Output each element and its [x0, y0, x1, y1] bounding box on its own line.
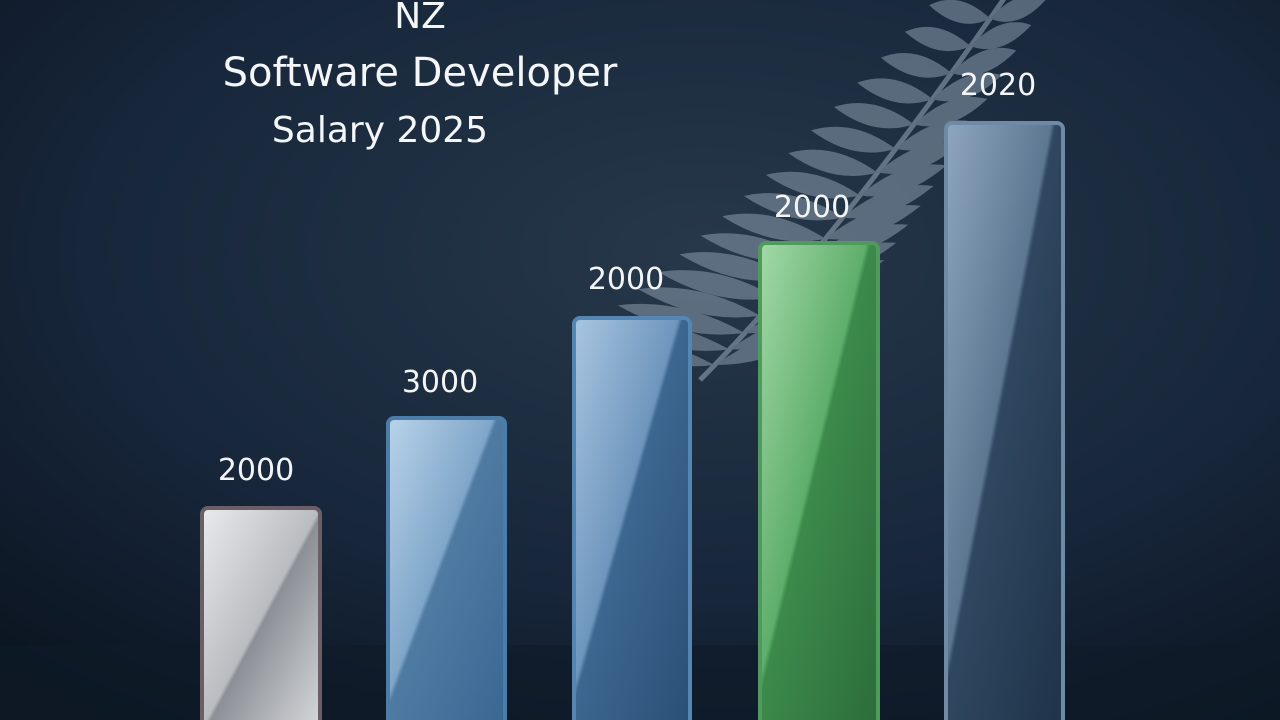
- bar: [758, 241, 880, 720]
- fern-leaflet: [743, 193, 843, 221]
- fern-leaflet: [880, 53, 952, 78]
- fern-leaflet: [825, 205, 921, 240]
- fern-leaflet: [859, 164, 947, 197]
- bar: [572, 316, 692, 720]
- fern-leaflet: [857, 78, 933, 104]
- fern-leaflet: [970, 22, 1032, 50]
- fern-leaflet: [658, 270, 777, 300]
- bar-label: 2000: [774, 190, 850, 225]
- fern-leaflet: [904, 26, 971, 52]
- bar-label: 2020: [960, 68, 1036, 103]
- fern-leaflet: [788, 149, 878, 176]
- fern-leaflet: [833, 102, 914, 129]
- fern-leaflet: [810, 126, 896, 153]
- fern-leaflet: [932, 72, 1002, 102]
- fern-leaflet: [877, 142, 960, 174]
- bar: [944, 121, 1065, 720]
- fern-leaflet: [951, 47, 1017, 76]
- fern-leaflet: [722, 213, 826, 242]
- bar-label: 2000: [218, 453, 294, 488]
- bars: [200, 121, 1065, 720]
- fern-leaflet: [990, 0, 1046, 22]
- fern-stem: [698, 0, 1007, 382]
- bar: [200, 506, 322, 720]
- title-line: NZ: [394, 0, 446, 37]
- title-line: Software Developer: [223, 50, 618, 96]
- bar: [386, 416, 507, 720]
- fern-leaflet: [765, 171, 860, 199]
- bar-label: 3000: [402, 365, 478, 400]
- fern-leaflet: [913, 96, 988, 127]
- bar-label: 2000: [588, 262, 664, 297]
- fern-leaflet: [638, 287, 761, 318]
- fern-leaflet: [929, 0, 991, 24]
- fern-leaflet: [842, 185, 934, 219]
- title-line: Salary 2025: [272, 110, 488, 151]
